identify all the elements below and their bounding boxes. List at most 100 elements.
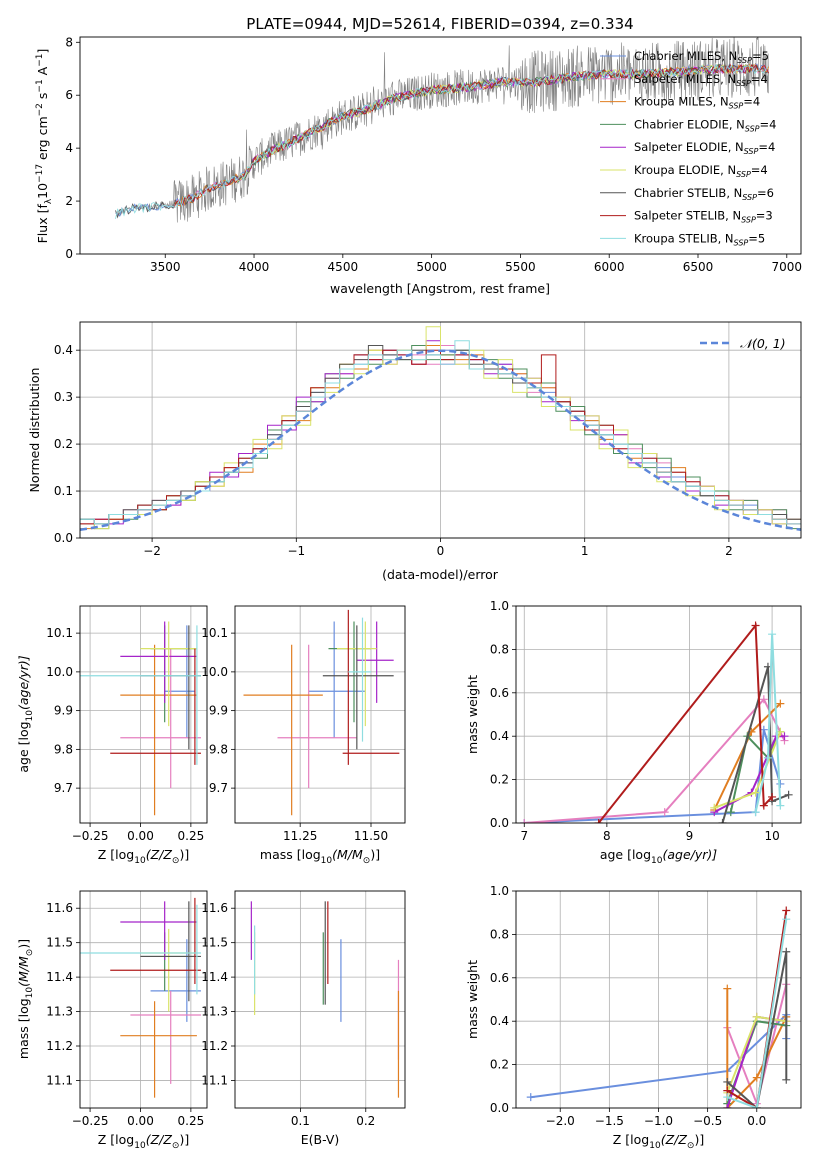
weight-marker xyxy=(594,819,603,823)
weight-marker xyxy=(782,947,791,956)
weight-marker xyxy=(718,819,727,823)
y-tick-label: 0 xyxy=(65,247,73,261)
y-axis-label: mass [log10(M/M⊙)] xyxy=(16,939,35,1059)
x-tick-label: 2 xyxy=(725,544,733,558)
y-tick-label: 10.1 xyxy=(46,626,73,640)
legend-label: Salpeter STELIB, NSSP=3 xyxy=(634,209,773,225)
y-tick-label: 9.8 xyxy=(54,742,73,756)
y-tick-label: 11.5 xyxy=(46,936,73,950)
x-tick-label: 4500 xyxy=(328,260,359,274)
x-axis-label: (data-model)/error xyxy=(382,567,499,582)
legend-label: Chabrier MILES, NSSP=5 xyxy=(634,49,769,65)
weight-marker xyxy=(780,732,789,741)
y-axis-label: Flux [fλ10−17 erg cm−2 s−1 A−1] xyxy=(35,49,54,244)
y-tick-label: 11.4 xyxy=(46,970,73,984)
weight-marker xyxy=(723,1077,732,1086)
x-tick-label: 0.0 xyxy=(747,1114,766,1128)
x-tick-label: 0.25 xyxy=(178,1114,205,1128)
age-vs-metallicity-panel: −0.25 0.00 0.25 9.7 9.8 9.9 10.0 10.1 Z [log10(Z… xyxy=(16,605,208,866)
weight-marker xyxy=(752,1012,761,1021)
x-tick-label: 11.25 xyxy=(283,829,317,843)
weight-line-chabrier-stelib xyxy=(726,951,788,1108)
legend-label: Chabrier STELIB, NSSP=6 xyxy=(634,186,774,202)
x-tick-label: 1 xyxy=(581,544,589,558)
weight-marker xyxy=(768,630,777,639)
x-tick-label: 3500 xyxy=(150,260,181,274)
y-tick-label: 11.3 xyxy=(46,1005,73,1019)
plot-area xyxy=(80,326,801,538)
x-axis-label: mass [log10(M/M⊙)] xyxy=(260,847,380,866)
weight-marker xyxy=(751,621,760,630)
x-axis-label: Z [log10(Z/Z⊙)] xyxy=(613,1132,704,1151)
y-tick-label: 11.6 xyxy=(46,901,73,915)
x-tick-label: 4000 xyxy=(239,260,270,274)
weight-line-salpeter-stelib xyxy=(597,622,773,823)
x-tick-label: −1.5 xyxy=(595,1114,624,1128)
x-tick-label: 0.00 xyxy=(127,829,154,843)
x-tick-label: 0.2 xyxy=(356,1114,375,1128)
weight-marker xyxy=(723,1093,732,1102)
x-tick-label: 7000 xyxy=(772,260,803,274)
legend-label: 𝒩(0, 1) xyxy=(740,336,786,351)
axes-frame xyxy=(515,605,802,824)
model-spectrum-kroupa-stelib xyxy=(115,63,768,219)
x-tick-label: 8 xyxy=(603,829,611,843)
weight-marker xyxy=(768,792,777,801)
x-tick-label: 9 xyxy=(686,829,694,843)
x-tick-label: −0.25 xyxy=(72,829,109,843)
spectrum-panel: 3500 4000 4500 5000 5500 6000 6500 7000 0 2 4 6 8 Cha… xyxy=(35,35,803,296)
x-axis-label: Z [log10(Z/Z⊙)] xyxy=(98,847,189,866)
x-axis-label: age [log10(age/yr)] xyxy=(600,847,717,866)
y-tick-label: 0.6 xyxy=(490,971,509,985)
y-tick-label: 11.6 xyxy=(201,901,228,915)
y-tick-label: 6 xyxy=(65,88,73,102)
mass-vs-metallicity-panel: −0.25 0.00 0.25 11.1 11.2 11.3 11.4 11.5 11.6 Z [… xyxy=(16,890,208,1151)
weight-marker xyxy=(751,808,760,817)
weight-line-chabrier-miles xyxy=(524,729,782,823)
weight-marker xyxy=(776,699,785,708)
y-tick-label: 9.7 xyxy=(54,781,73,795)
weight-marker xyxy=(759,695,768,704)
y-axis-label: Normed distribution xyxy=(27,368,42,493)
x-axis-label: E(B-V) xyxy=(301,1132,340,1147)
weight-line-salpeter-elodie xyxy=(713,735,785,813)
mass-vs-ebv-panel: 0.1 0.2 11.1 11.2 11.3 11.4 11.5 11.6 E(B-V) xyxy=(201,890,406,1147)
y-axis-label: mass weight xyxy=(465,960,480,1039)
y-tick-label: 0.0 xyxy=(490,816,509,830)
y-tick-label: 0.4 xyxy=(54,343,73,357)
y-tick-label: 4 xyxy=(65,141,73,155)
figure-title: PLATE=0944, MJD=52614, FIBERID=0394, z=0… xyxy=(246,15,633,33)
weight-marker xyxy=(751,788,760,797)
plot-area xyxy=(520,621,793,823)
x-tick-label: 5000 xyxy=(416,260,447,274)
axes-frame xyxy=(515,890,802,1109)
axes-frame xyxy=(79,321,802,539)
x-tick-label: 0 xyxy=(437,544,445,558)
weight-line-kroupa-stelib xyxy=(754,634,782,813)
weight-marker xyxy=(752,1073,761,1082)
weight-marker xyxy=(759,801,768,810)
y-tick-label: 11.1 xyxy=(46,1073,73,1087)
plot-area xyxy=(80,621,201,816)
weight-marker xyxy=(752,1104,761,1108)
legend-label: Chabrier ELODIE, NSSP=4 xyxy=(634,117,776,133)
axes-frame xyxy=(79,890,208,1109)
y-tick-label: 1.0 xyxy=(490,599,509,613)
weight-line-kroupa-miles xyxy=(726,988,788,1108)
x-tick-label: −2.0 xyxy=(546,1114,575,1128)
x-tick-label: −0.5 xyxy=(693,1114,722,1128)
y-tick-label: 11.4 xyxy=(201,970,228,984)
x-tick-label: −1.0 xyxy=(644,1114,673,1128)
x-tick-label: −2 xyxy=(143,544,161,558)
plot-area xyxy=(80,897,201,1098)
weight-line-kroupa-stelib xyxy=(726,919,788,1108)
y-tick-label: 11.1 xyxy=(201,1073,228,1087)
mass-weight-vs-age-panel: 7 8 9 10 0.0 0.2 0.4 0.6 0.8 1.0 age [log10(age/yr… xyxy=(465,599,802,866)
y-tick-label: 0.0 xyxy=(54,531,73,545)
y-tick-label: 10.1 xyxy=(201,626,228,640)
x-tick-label: −0.25 xyxy=(72,1114,109,1128)
x-tick-label: 0.25 xyxy=(178,829,205,843)
x-tick-label: 6000 xyxy=(594,260,625,274)
y-tick-label: 11.5 xyxy=(201,936,228,950)
axes-frame xyxy=(79,605,208,824)
